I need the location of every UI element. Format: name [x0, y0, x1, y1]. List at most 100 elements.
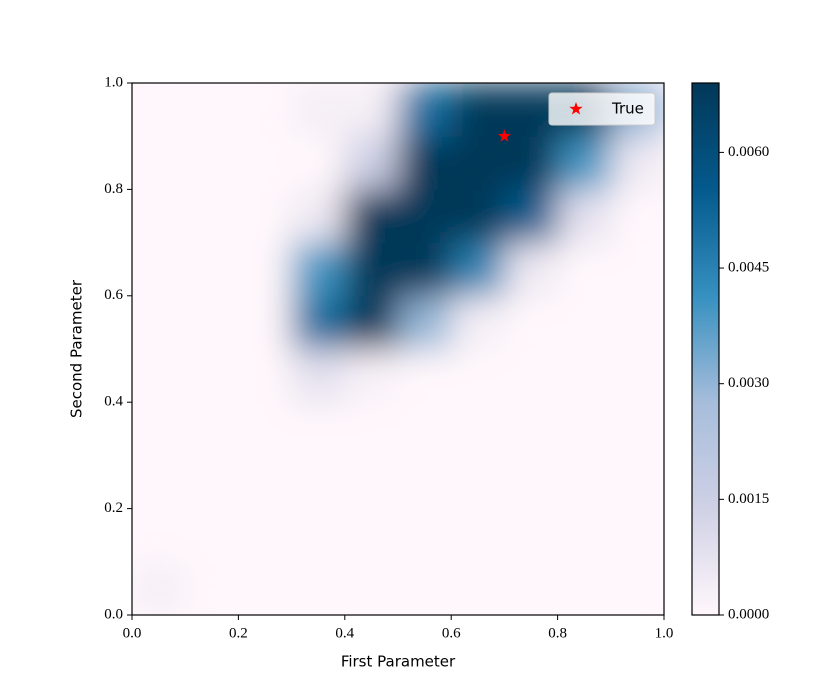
- heatmap-cell: [610, 349, 664, 403]
- y-tick-label: 0.0: [104, 606, 123, 622]
- heatmap-cell: [344, 508, 399, 563]
- heatmap-cell: [238, 136, 293, 190]
- heatmap-cell: [610, 402, 664, 456]
- heatmap: [132, 83, 664, 615]
- heatmap-cell: [398, 83, 452, 137]
- heatmap-cell: [557, 561, 612, 615]
- heatmap-cell: [132, 136, 186, 190]
- heatmap-cell: [451, 508, 505, 563]
- heatmap-cell: [132, 402, 186, 456]
- heatmap-cell: [344, 242, 399, 297]
- colorbar-tick-label: 0.0000: [728, 606, 769, 622]
- heatmap-cell: [610, 189, 664, 244]
- colorbar-tick-label: 0.0045: [728, 259, 769, 275]
- heatmap-cell: [132, 561, 186, 615]
- heatmap-cell: [398, 295, 452, 350]
- heatmap-cell: [291, 295, 346, 350]
- heatmap-cell: [344, 83, 399, 137]
- x-tick-label: 0.4: [335, 625, 354, 641]
- heatmap-cell: [344, 136, 399, 190]
- legend: True: [548, 92, 656, 126]
- heatmap-cell: [185, 349, 239, 403]
- heatmap-cell: [610, 136, 664, 190]
- heatmap-cell: [504, 242, 559, 297]
- heatmap-cell: [291, 189, 346, 244]
- x-axis-label: First Parameter: [341, 653, 456, 671]
- heatmap-cell: [344, 295, 399, 350]
- heatmap-cell: [132, 83, 186, 137]
- heatmap-cell: [504, 189, 559, 244]
- heatmap-cell: [504, 295, 559, 350]
- legend-marker: [569, 102, 583, 115]
- plot-frame: [131, 82, 665, 616]
- heatmap-cell: [504, 402, 559, 456]
- heatmap-cell: [238, 242, 293, 297]
- y-tick-label: 0.8: [104, 181, 123, 197]
- heatmap-cell: [238, 349, 293, 403]
- heatmap-cell: [451, 295, 505, 350]
- heatmap-cell: [610, 561, 664, 615]
- heatmap-cell: [504, 136, 559, 190]
- heatmap-cell: [398, 402, 452, 456]
- heatmap-cell: [398, 508, 452, 563]
- x-tick-label: 0.6: [442, 625, 461, 641]
- heatmap-cell: [451, 561, 505, 615]
- heatmap-cell: [451, 242, 505, 297]
- heatmap-cell: [557, 242, 612, 297]
- heatmap-cell: [557, 455, 612, 510]
- heatmap-cell: [238, 189, 293, 244]
- heatmap-cell: [132, 508, 186, 563]
- heatmap-cell: [610, 508, 664, 563]
- heatmap-cell: [451, 402, 505, 456]
- colorbar-tick-label: 0.0060: [728, 144, 769, 160]
- y-tick-label: 0.6: [104, 287, 123, 303]
- x-tick-label: 1.0: [655, 625, 674, 641]
- x-tick-label: 0.8: [548, 625, 567, 641]
- heatmap-cell: [398, 455, 452, 510]
- legend-label: True: [611, 100, 644, 118]
- heatmap-cell: [185, 189, 239, 244]
- heatmap-cell: [185, 295, 239, 350]
- colorbar-tick-label: 0.0030: [728, 375, 769, 391]
- heatmap-cell: [291, 83, 346, 137]
- heatmap-cell: [398, 561, 452, 615]
- heatmap-cell: [610, 455, 664, 510]
- heatmap-cell: [291, 455, 346, 510]
- heatmap-cell: [185, 455, 239, 510]
- heatmap-cell: [451, 83, 505, 137]
- heatmap-cell: [291, 136, 346, 190]
- heatmap-cell: [504, 455, 559, 510]
- heatmap-cell: [504, 508, 559, 563]
- heatmap-cell: [398, 136, 452, 190]
- heatmap-cell: [451, 136, 505, 190]
- heatmap-cell: [557, 349, 612, 403]
- heatmap-cell: [610, 242, 664, 297]
- y-tick-label: 0.2: [104, 500, 123, 516]
- heatmap-cell: [344, 189, 399, 244]
- y-tick-label: 0.4: [104, 394, 123, 410]
- heatmap-cell: [504, 561, 559, 615]
- heatmap-cell: [238, 561, 293, 615]
- heatmap-cell: [610, 295, 664, 350]
- x-tick-label: 0.2: [229, 625, 248, 641]
- heatmap-cell: [132, 295, 186, 350]
- legend-box: [548, 92, 656, 126]
- heatmap-cell: [557, 295, 612, 350]
- heatmap-cell: [132, 349, 186, 403]
- y-axis-label: Second Parameter: [68, 279, 86, 418]
- heatmap-cell: [398, 349, 452, 403]
- heatmap-cell: [132, 189, 186, 244]
- heatmap-cell: [238, 402, 293, 456]
- heatmap-cell: [344, 455, 399, 510]
- heatmap-cell: [557, 402, 612, 456]
- heatmap-cell: [132, 455, 186, 510]
- heatmap-cell: [291, 349, 346, 403]
- heatmap-cell: [504, 349, 559, 403]
- heatmap-cell: [238, 455, 293, 510]
- heatmap-cell: [185, 242, 239, 297]
- heatmap-cell: [291, 508, 346, 563]
- y-tick-label: 1.0: [104, 74, 123, 90]
- heatmap-cell: [291, 242, 346, 297]
- heatmap-cell: [185, 402, 239, 456]
